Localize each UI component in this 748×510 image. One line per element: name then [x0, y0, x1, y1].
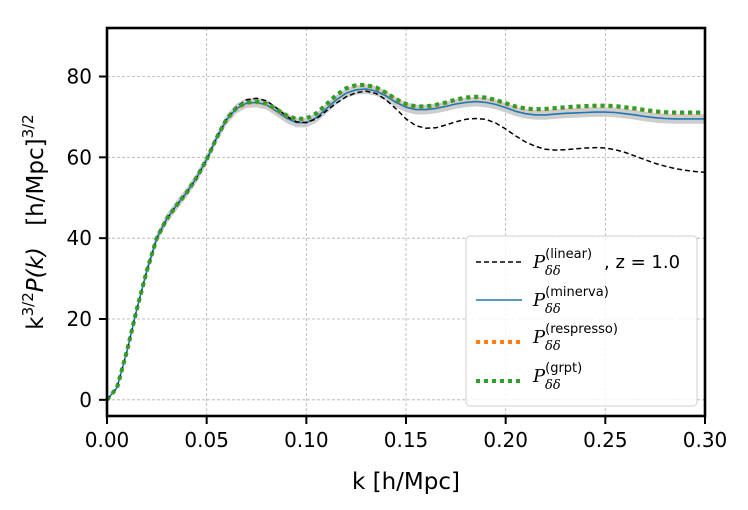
- legend-label-grpt: P(grpt) δδ: [532, 361, 582, 393]
- legend-frame: [465, 235, 698, 407]
- x-tick-label: 0.10: [284, 428, 329, 452]
- legend: P(linear) δδ, z = 1.0 P(minerva) δδ P(resp…: [465, 235, 698, 407]
- x-axis-title: k [h/Mpc]: [352, 469, 460, 495]
- x-tick-label: 0.15: [384, 428, 429, 452]
- x-tick-label: 0.25: [583, 428, 628, 452]
- y-axis-title-k-exponent: 3/2: [19, 292, 37, 316]
- y-axis-title: k3/2P(k) [h/Mpc]3/2: [19, 114, 49, 329]
- x-tick-label: 0.00: [85, 428, 130, 452]
- x-tick-label: 0.20: [483, 428, 528, 452]
- y-axis-title-units-exponent: 3/2: [19, 114, 37, 138]
- y-tick-label: 0: [79, 388, 92, 412]
- y-tick-label: 40: [67, 226, 92, 250]
- series-line-minerva: [106, 88, 705, 401]
- legend-label-minerva: P(minerva) δδ: [532, 285, 609, 317]
- x-tick-label: 0.30: [683, 428, 728, 452]
- y-axis-title-pk: P(k): [23, 247, 49, 292]
- x-axis-ticks: 0.00 0.05 0.10 0.15 0.20 0.25 0.30: [85, 416, 728, 452]
- y-axis-title-units: [h/Mpc]: [23, 138, 49, 225]
- series-lines: [105, 83, 706, 402]
- y-axis-ticks: 0 20 40 60 80: [67, 65, 107, 412]
- y-tick-label: 20: [67, 307, 92, 331]
- y-tick-label: 60: [67, 145, 92, 169]
- x-tick-label: 0.05: [184, 428, 229, 452]
- y-tick-label: 80: [67, 65, 92, 89]
- legend-label-linear: P(linear) δδ, z = 1.0: [532, 247, 680, 279]
- series-line-linear: [106, 90, 706, 401]
- y-axis-title-k: k: [23, 316, 49, 330]
- series-line-grpt: [105, 83, 705, 402]
- legend-label-respresso: P(respresso) δδ: [532, 322, 618, 354]
